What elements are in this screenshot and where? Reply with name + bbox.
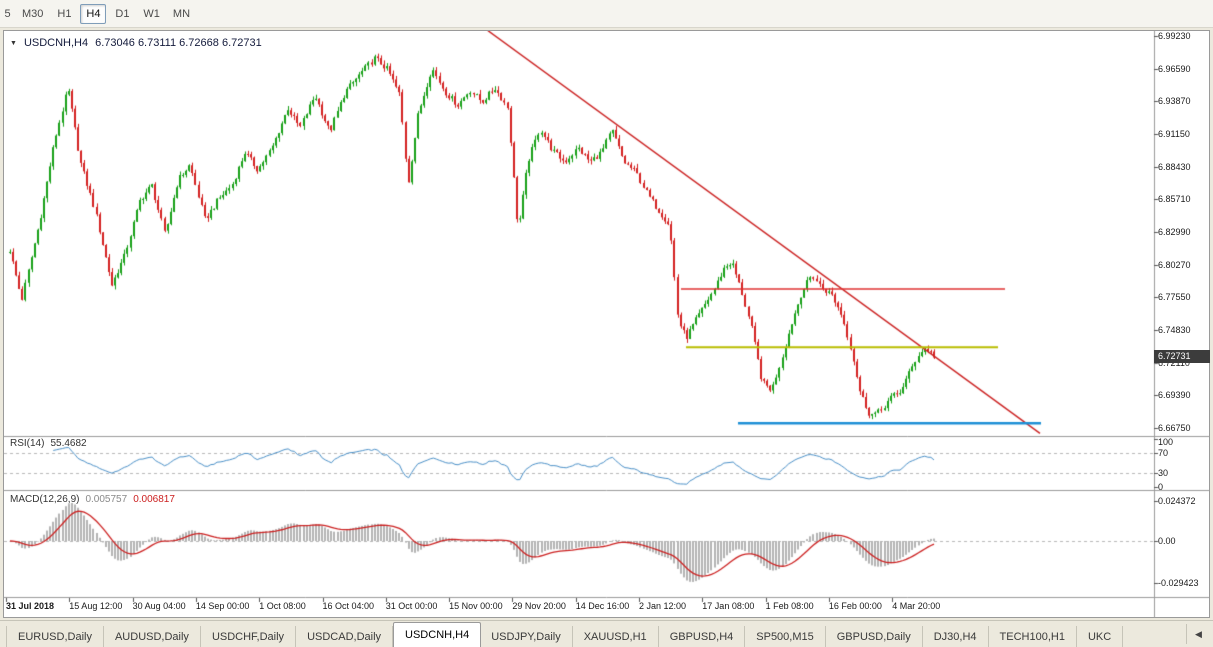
rsi-name: RSI(14) — [10, 438, 45, 449]
tabs-scroll-left-button[interactable]: ◀ — [1186, 624, 1210, 644]
ohlc-values: 6.73046 6.73111 6.72668 6.72731 — [95, 37, 262, 49]
chart-tab-gbpusd-daily[interactable]: GBPUSD,Daily — [826, 626, 923, 647]
time-axis-label: 17 Jan 08:00 — [702, 601, 755, 611]
chart-tab-usdcnh-h4[interactable]: USDCNH,H4 — [393, 622, 482, 647]
time-axis-label: 4 Mar 20:00 — [892, 601, 941, 611]
chart-tab-dj30-h4[interactable]: DJ30,H4 — [923, 626, 989, 647]
chart-tab-xauusd-h1[interactable]: XAUUSD,H1 — [573, 626, 659, 647]
time-axis-label: 2 Jan 12:00 — [639, 601, 687, 611]
current-price-tag: 6.72731 — [1154, 350, 1210, 363]
chart-tab-ukc[interactable]: UKC — [1077, 626, 1124, 647]
time-axis-label: 14 Dec 16:00 — [575, 601, 630, 611]
time-axis-label: 16 Feb 00:00 — [828, 601, 882, 611]
chart-tab-usdchf-daily[interactable]: USDCHF,Daily — [201, 626, 297, 647]
chart-tab-eurusd-daily[interactable]: EURUSD,Daily — [6, 626, 104, 647]
timeframe-toolbar: 5 M30 H1 H4 D1 W1 MN — [0, 0, 1213, 28]
time-axis: 31 Jul 2018 15 Aug 12:00 30 Aug 04:00 14 Se… — [4, 600, 1154, 616]
chart-tab-tech100-h1[interactable]: TECH100,H1 — [989, 626, 1077, 647]
time-axis-label: 15 Aug 12:00 — [69, 601, 123, 611]
time-axis-label: 1 Feb 08:00 — [765, 601, 814, 611]
symbol-name: USDCNH,H4 — [23, 37, 89, 49]
timeframe-m30-button[interactable]: M30 — [22, 7, 44, 20]
timeframe-h4-button[interactable]: H4 — [80, 3, 107, 24]
chart-tab-usdjpy-daily[interactable]: USDJPY,Daily — [480, 626, 573, 647]
chart-tab-usdcad-daily[interactable]: USDCAD,Daily — [296, 626, 394, 647]
timeframe-5-button[interactable]: 5 — [4, 7, 11, 20]
time-axis-label: 31 Jul 2018 — [6, 601, 55, 611]
rsi-indicator-label: RSI(14) 55.4682 — [10, 438, 87, 449]
timeframe-w1-button[interactable]: W1 — [143, 7, 160, 20]
rsi-value: 55.4682 — [50, 438, 87, 449]
time-axis-label: 1 Oct 08:00 — [259, 601, 306, 611]
time-axis-label: 16 Oct 04:00 — [322, 601, 375, 611]
price-chart-canvas[interactable] — [4, 31, 1209, 617]
symbol-dropdown-icon[interactable]: ▼ — [10, 39, 17, 47]
macd-name: MACD(12,26,9) — [10, 494, 80, 505]
timeframe-mn-button[interactable]: MN — [172, 7, 191, 20]
time-axis-label: 15 Nov 00:00 — [449, 601, 503, 611]
chart-tab-gbpusd-h4[interactable]: GBPUSD,H4 — [659, 626, 746, 647]
time-axis-label: 29 Nov 20:00 — [512, 601, 566, 611]
chart-window[interactable]: ▼ USDCNH,H4 6.73046 6.73111 6.72668 6.72… — [3, 30, 1210, 618]
macd-indicator-label: MACD(12,26,9) 0.005757 0.006817 — [10, 494, 175, 505]
chart-tab-audusd-daily[interactable]: AUDUSD,Daily — [104, 626, 201, 647]
timeframe-h1-button[interactable]: H1 — [57, 7, 72, 20]
macd-main-value: 0.005757 — [85, 494, 128, 505]
macd-signal-value: 0.006817 — [133, 494, 175, 505]
chart-tabs-bar: EURUSD,Daily AUDUSD,Daily USDCHF,Daily USDC… — [0, 620, 1213, 647]
time-axis-label: 14 Sep 00:00 — [195, 601, 250, 611]
time-axis-label: 31 Oct 00:00 — [385, 601, 438, 611]
symbol-info: ▼ USDCNH,H4 6.73046 6.73111 6.72668 6.72… — [10, 37, 262, 49]
time-axis-label: 30 Aug 04:00 — [132, 601, 186, 611]
timeframe-d1-button[interactable]: D1 — [115, 7, 130, 20]
chart-tab-sp500-m15[interactable]: SP500,M15 — [745, 626, 826, 647]
